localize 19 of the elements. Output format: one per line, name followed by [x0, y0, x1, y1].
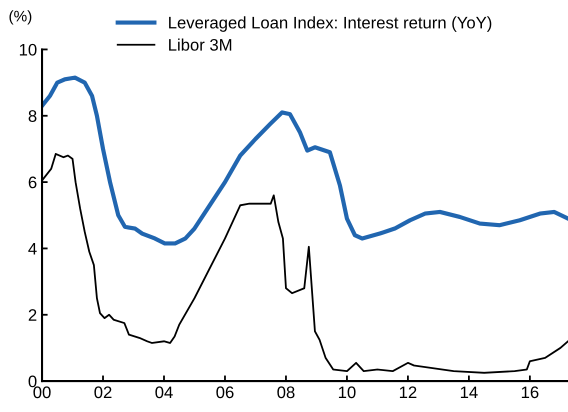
x-tick-label: 04 — [155, 386, 173, 398]
y-tick-label: 10 — [20, 44, 37, 56]
x-tick-label: 16 — [522, 386, 538, 398]
x-tick-label: 08 — [277, 386, 295, 398]
y-axis-title: (%) — [9, 10, 32, 25]
x-tick-label: 10 — [338, 386, 356, 398]
x-tick-label: 02 — [94, 386, 112, 398]
legend-label: Libor 3M — [169, 38, 232, 51]
line-series — [42, 76, 568, 246]
y-tick-label: 8 — [28, 110, 36, 122]
y-tick-label: 4 — [28, 243, 37, 254]
y-tick-label: 2 — [28, 309, 36, 321]
x-tick-label: 12 — [400, 386, 416, 398]
y-tick-label: 6 — [28, 176, 36, 188]
legend-label: Leveraged Loan Index: Interest return (YoY) — [169, 16, 492, 32]
x-tick-label: 00 — [33, 386, 51, 398]
x-tick-label: 06 — [216, 386, 234, 398]
x-tick-label: 14 — [460, 386, 478, 398]
y-tick-label: 0 — [28, 376, 37, 388]
